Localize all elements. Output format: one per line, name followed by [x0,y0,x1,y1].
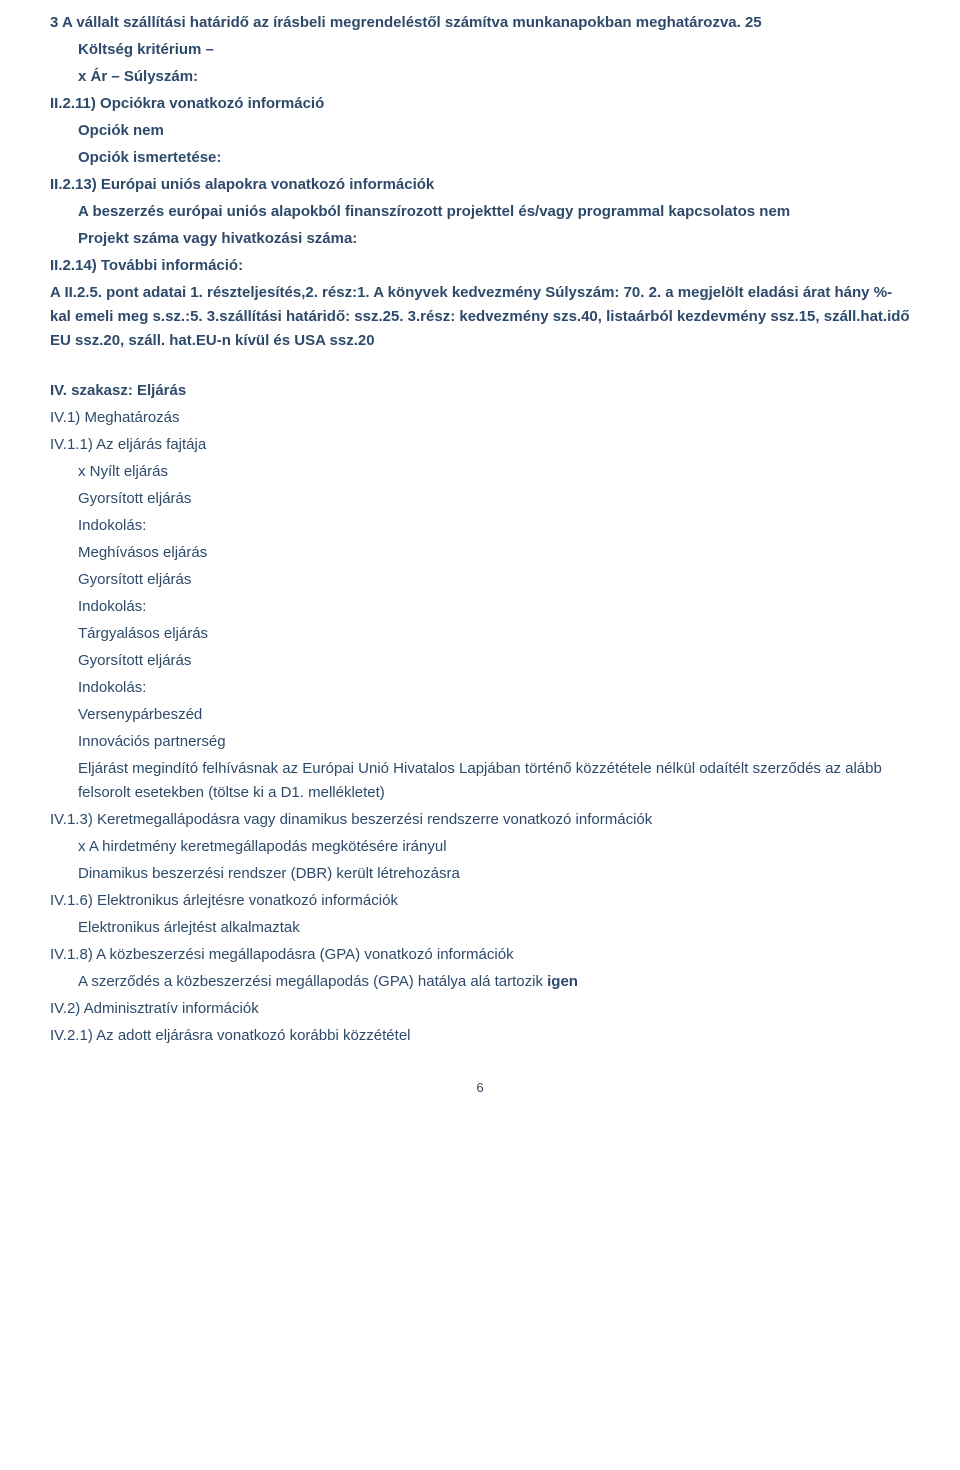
iv2-heading: IV.2) Adminisztratív információk [50,997,910,1021]
gpa-text: A szerződés a közbeszerzési megállapodás… [78,973,547,990]
eu-funds-line: A beszerzés európai uniós alapokból fina… [50,200,910,224]
iv1-heading: IV.1) Meghatározás [50,406,910,430]
justification-2: Indokolás: [50,595,910,619]
framework-agreement: x A hirdetmény keretmegállapodás megköté… [50,835,910,859]
iv1-6-heading: IV.1.6) Elektronikus árlejtésre vonatkoz… [50,889,910,913]
innovation-partnership: Innovációs partnerség [50,730,910,754]
negotiated-procedure: Tárgyalásos eljárás [50,622,910,646]
award-without-publication: Eljárást megindító felhívásnak az Európa… [50,757,910,805]
gpa-value-igen: igen [547,973,578,990]
iv1-1-heading: IV.1.1) Az eljárás fajtája [50,433,910,457]
price-weight-label: x Ár – Súlyszám: [50,65,910,89]
delivery-deadline-text: 3 A vállalt szállítási határidő az írásb… [50,11,910,35]
options-value-nem: nem [133,122,164,139]
open-procedure: x Nyílt eljárás [50,460,910,484]
options-label-text: Opciók [78,122,133,139]
cost-criteria-label: Költség kritérium – [50,38,910,62]
options-value: Opciók nem [50,119,910,143]
restricted-procedure: Meghívásos eljárás [50,541,910,565]
accelerated-procedure-2: Gyorsított eljárás [50,568,910,592]
project-number-label: Projekt száma vagy hivatkozási száma: [50,227,910,251]
eu-funds-value-nem: nem [759,203,790,220]
page-number: 6 [50,1078,910,1099]
iv1-3-heading: IV.1.3) Keretmegallápodásra vagy dinamik… [50,808,910,832]
justification-1: Indokolás: [50,514,910,538]
section-iv-heading: IV. szakasz: Eljárás [50,379,910,403]
competitive-dialogue: Versenypárbeszéd [50,703,910,727]
accelerated-procedure-1: Gyorsított eljárás [50,487,910,511]
eu-funds-heading: II.2.13) Európai uniós alapokra vonatkoz… [50,173,910,197]
further-info-body: A II.2.5. pont adatai 1. részteljesítés,… [50,281,910,353]
iv1-8-heading: IV.1.8) A közbeszerzési megállapodásra (… [50,943,910,967]
eu-funds-text: A beszerzés európai uniós alapokból fina… [78,203,759,220]
iv2-1-heading: IV.2.1) Az adott eljárásra vonatkozó kor… [50,1024,910,1048]
gpa-line: A szerződés a közbeszerzési megállapodás… [50,970,910,994]
options-heading: II.2.11) Opciókra vonatkozó információ [50,92,910,116]
dynamic-purchasing-system: Dinamikus beszerzési rendszer (DBR) kerü… [50,862,910,886]
electronic-auction: Elektronikus árlejtést alkalmaztak [50,916,910,940]
accelerated-procedure-3: Gyorsított eljárás [50,649,910,673]
justification-3: Indokolás: [50,676,910,700]
further-info-heading: II.2.14) További információ: [50,254,910,278]
options-description-label: Opciók ismertetése: [50,146,910,170]
